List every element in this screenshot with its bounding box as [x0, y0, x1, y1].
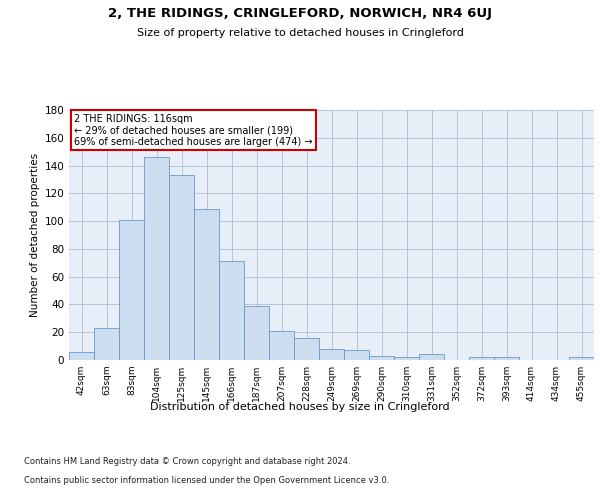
Bar [419, 354, 444, 360]
Text: Contains public sector information licensed under the Open Government Licence v3: Contains public sector information licen… [24, 476, 389, 485]
Text: 2 THE RIDINGS: 116sqm
← 29% of detached houses are smaller (199)
69% of semi-det: 2 THE RIDINGS: 116sqm ← 29% of detached … [74, 114, 313, 147]
Bar [119, 220, 144, 360]
Y-axis label: Number of detached properties: Number of detached properties [30, 153, 40, 317]
Bar [494, 357, 519, 360]
Bar [94, 328, 119, 360]
Bar [294, 338, 319, 360]
Bar [569, 357, 594, 360]
Bar [219, 262, 244, 360]
Bar [469, 357, 494, 360]
Bar [344, 350, 369, 360]
Bar [194, 208, 219, 360]
Text: Size of property relative to detached houses in Cringleford: Size of property relative to detached ho… [137, 28, 463, 38]
Bar [144, 157, 169, 360]
Bar [244, 306, 269, 360]
Bar [369, 356, 394, 360]
Bar [269, 331, 294, 360]
Bar [69, 352, 94, 360]
Bar [319, 349, 344, 360]
Bar [394, 357, 419, 360]
Text: Contains HM Land Registry data © Crown copyright and database right 2024.: Contains HM Land Registry data © Crown c… [24, 458, 350, 466]
Text: 2, THE RIDINGS, CRINGLEFORD, NORWICH, NR4 6UJ: 2, THE RIDINGS, CRINGLEFORD, NORWICH, NR… [108, 8, 492, 20]
Bar [169, 176, 194, 360]
Text: Distribution of detached houses by size in Cringleford: Distribution of detached houses by size … [150, 402, 450, 412]
